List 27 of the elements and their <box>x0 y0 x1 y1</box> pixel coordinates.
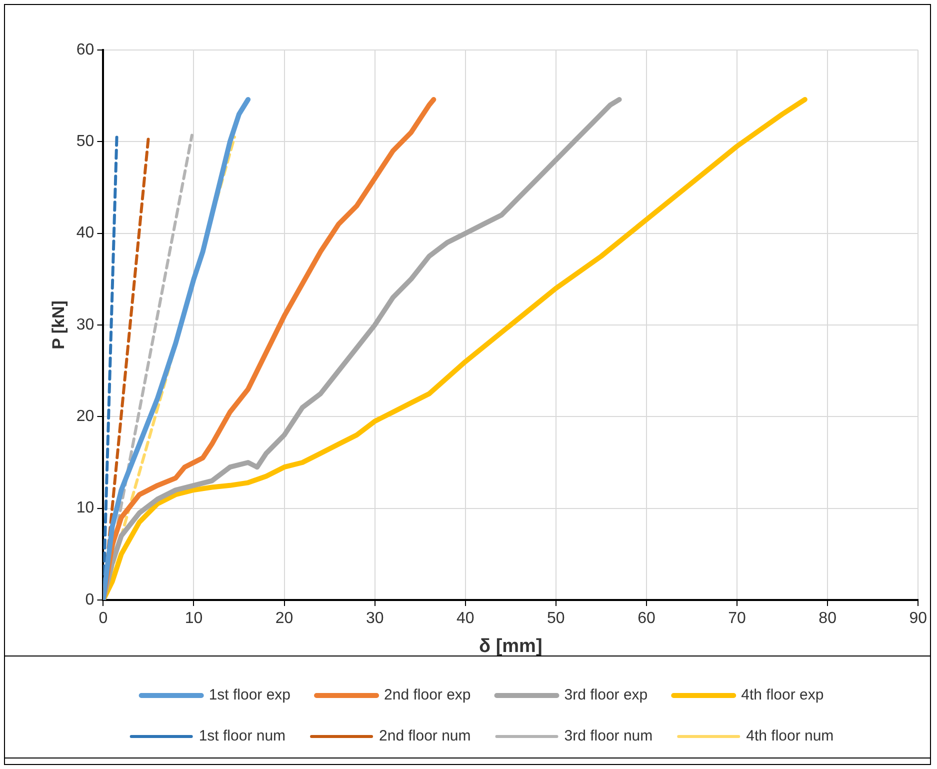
legend-label: 4th floor exp <box>741 686 824 704</box>
x-tick-label: 80 <box>818 610 837 628</box>
y-tick-label: 10 <box>76 500 94 517</box>
y-tick-label: 50 <box>76 133 94 150</box>
x-tick-label: 70 <box>728 610 746 628</box>
x-tick-label: 30 <box>366 610 384 628</box>
legend-label: 1st floor num <box>198 728 286 745</box>
x-tick-label: 0 <box>98 610 108 628</box>
y-axis-title: P [kN] <box>48 300 68 350</box>
x-axis-title: δ [mm] <box>479 636 542 657</box>
x-tick-label: 60 <box>638 610 656 628</box>
y-tick-label: 20 <box>76 408 94 426</box>
legend-label: 3rd floor exp <box>564 686 648 704</box>
x-tick-label: 40 <box>456 610 474 628</box>
legend-label: 2nd floor num <box>379 728 471 745</box>
y-tick-label: 0 <box>85 591 94 608</box>
y-tick-label: 30 <box>76 316 94 334</box>
legend-label: 2nd floor exp <box>384 686 471 704</box>
x-tick-label: 20 <box>275 610 294 628</box>
x-tick-label: 90 <box>909 610 928 628</box>
y-tick-label: 40 <box>76 224 94 242</box>
legend-label: 1st floor exp <box>208 686 291 704</box>
x-tick-label: 10 <box>184 610 203 628</box>
legend-label: 3rd floor num <box>564 728 653 745</box>
x-tick-label: 50 <box>547 610 565 628</box>
y-tick-label: 60 <box>76 41 94 58</box>
legend-label: 4th floor num <box>746 728 834 745</box>
